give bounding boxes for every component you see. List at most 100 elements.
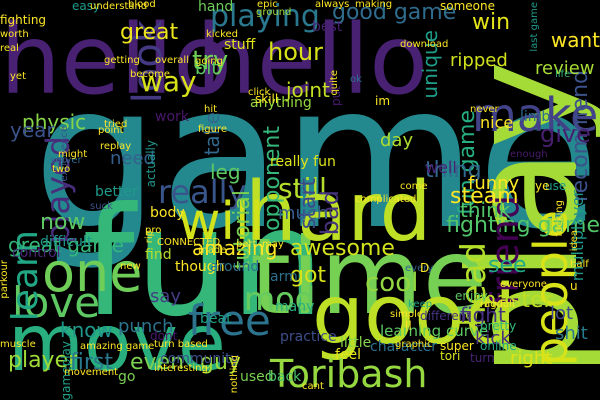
cloud-word: worth: [0, 29, 29, 40]
cloud-word: suck: [90, 201, 113, 212]
cloud-word: skill: [255, 92, 279, 106]
cloud-word: character: [370, 339, 438, 355]
cloud-word: difficult: [40, 234, 93, 250]
cloud-word: tori: [440, 349, 461, 363]
cloud-word: interesting: [154, 363, 208, 374]
cloud-word: simple: [390, 309, 424, 320]
cloud-word: great: [120, 20, 179, 45]
cloud-word: beat: [200, 311, 232, 327]
cloud-word: use: [545, 179, 567, 193]
cloud-word: right: [510, 348, 553, 369]
cloud-word: need: [110, 148, 155, 169]
cloud-word: punch: [118, 316, 174, 337]
cloud-word: ragdoll: [480, 299, 515, 310]
cloud-word: made: [198, 245, 227, 256]
cloud-word: master: [475, 288, 553, 313]
cloud-word: always: [315, 0, 350, 10]
cloud-word: ye: [535, 179, 550, 193]
cloud-word: quite: [329, 70, 340, 96]
cloud-word: fighting game: [446, 213, 600, 238]
cloud-word: graphic: [395, 339, 433, 350]
cloud-word: love: [12, 278, 101, 327]
cloud-word: cant: [302, 381, 324, 392]
cloud-word: awesome: [290, 236, 395, 261]
cloud-word: kicked: [206, 29, 239, 40]
cloud-word: leg: [210, 160, 241, 184]
cloud-word: body: [150, 205, 185, 221]
cloud-word: muscle: [0, 339, 36, 350]
cloud-word: arm: [270, 269, 298, 285]
cloud-word: joint: [286, 78, 330, 102]
cloud-word: will: [178, 192, 264, 252]
cloud-word: D: [420, 261, 430, 275]
cloud-word: complicated: [355, 194, 417, 205]
cloud-word: one: [42, 241, 143, 304]
cloud-word: become: [130, 69, 171, 80]
cloud-word: move: [8, 299, 226, 389]
cloud-word: fucking: [554, 200, 565, 237]
cloud-word: much: [278, 203, 329, 224]
cloud-word: parkour: [0, 260, 10, 299]
cloud-word: someone: [440, 0, 495, 13]
cloud-word: see: [488, 253, 527, 278]
cloud-word: hard: [245, 165, 432, 260]
cloud-word: server: [50, 155, 82, 166]
cloud-word: around: [210, 259, 260, 275]
cloud-word: easy: [72, 0, 101, 13]
cloud-word: movement: [64, 367, 119, 378]
cloud-word: actually: [144, 140, 158, 188]
cloud-word: click: [248, 87, 271, 98]
cloud-word: lot: [550, 303, 574, 324]
cloud-word: may: [262, 239, 284, 250]
cloud-word: making: [355, 0, 393, 10]
cloud-word: ground: [256, 7, 292, 18]
cloud-word: playing: [210, 0, 320, 34]
cloud-word: fighting: [0, 13, 47, 27]
cloud-word: steam: [450, 184, 519, 209]
cloud-word: blood: [128, 0, 156, 10]
cloud-word: real: [0, 43, 19, 54]
cloud-word: turn based: [154, 339, 208, 350]
cloud-word: still: [278, 172, 327, 205]
cloud-word: game: [32, 41, 600, 274]
cloud-word: replay: [100, 141, 132, 152]
cloud-word: thing: [425, 158, 482, 183]
cloud-word: every: [405, 263, 434, 274]
cloud-word: mod: [244, 280, 316, 318]
cloud-word: different: [420, 309, 471, 323]
cloud-word: mod: [244, 280, 316, 318]
cloud-word: epic: [257, 0, 278, 10]
cloud-word: control: [12, 245, 61, 261]
cloud-word: nice: [480, 113, 514, 132]
cloud-word: though: [175, 259, 225, 275]
cloud-word: make: [472, 88, 599, 142]
cloud-word: getting: [104, 55, 140, 66]
cloud-word: give: [540, 120, 591, 148]
cloud-word: way: [140, 65, 197, 98]
cloud-word: keep: [408, 299, 433, 310]
cloud-word: enough: [510, 149, 548, 160]
cloud-word: anything: [250, 95, 312, 111]
cloud-word: part: [236, 239, 257, 250]
cloud-word: hand: [198, 0, 234, 15]
cloud-word: two: [52, 164, 71, 175]
cloud-word: stuff: [224, 37, 256, 53]
cloud-word: review: [535, 58, 595, 79]
cloud-word: hit: [204, 104, 218, 115]
cloud-word: find: [145, 247, 172, 263]
cloud-word: CONNECTED: [157, 237, 221, 248]
cloud-word: figure: [198, 124, 228, 135]
cloud-word: rip: [144, 230, 155, 244]
cloud-word: fight: [460, 303, 506, 327]
cloud-word: download: [400, 39, 449, 50]
cloud-word: overall: [155, 55, 189, 66]
cloud-word: now: [40, 210, 86, 235]
cloud-word: Toribash: [270, 352, 428, 396]
cloud-word: last game: [529, 2, 540, 52]
cloud-word: even: [130, 350, 185, 375]
cloud-word: player: [8, 348, 78, 373]
cloud-word: well: [425, 158, 457, 177]
cloud-word: hour: [268, 38, 323, 66]
cloud-word: super: [440, 339, 474, 353]
